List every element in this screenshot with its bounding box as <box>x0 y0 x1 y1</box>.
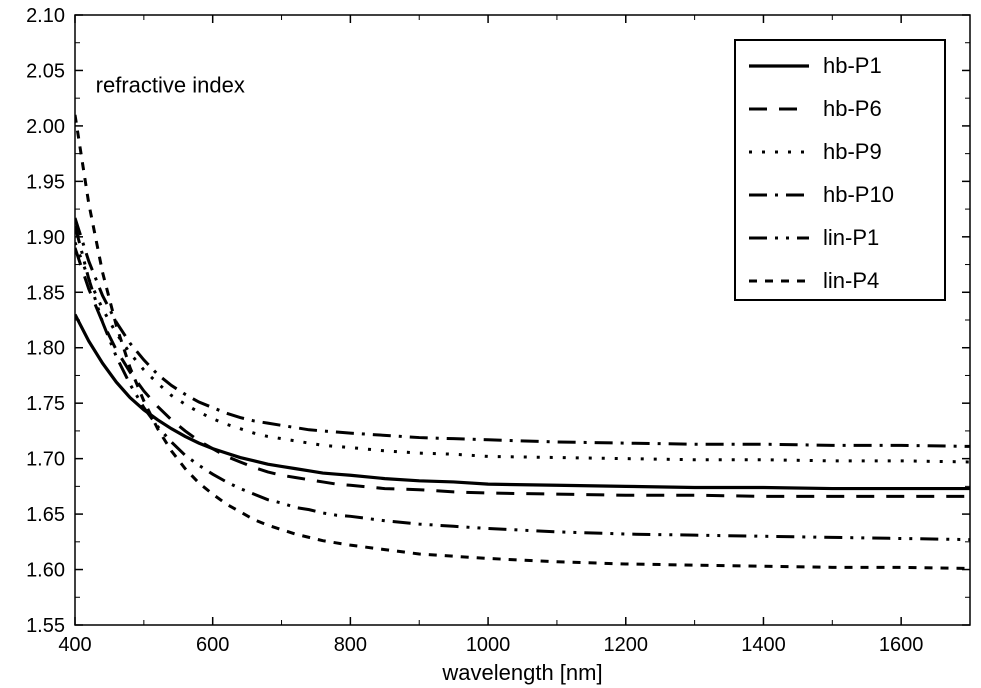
legend-label-hb-P6: hb-P6 <box>823 96 882 121</box>
legend-label-lin-P4: lin-P4 <box>823 268 879 293</box>
y-tick-label: 1.85 <box>26 282 65 304</box>
y-tick-label: 1.65 <box>26 504 65 526</box>
x-tick-label: 600 <box>196 634 229 656</box>
y-tick-label: 1.70 <box>26 449 65 471</box>
y-tick-label: 1.90 <box>26 227 65 249</box>
x-tick-label: 400 <box>58 634 91 656</box>
y-axis-label: refractive index <box>96 73 245 98</box>
y-tick-label: 2.10 <box>26 5 65 27</box>
legend-label-hb-P1: hb-P1 <box>823 53 882 78</box>
y-tick-label: 1.80 <box>26 338 65 360</box>
legend-label-hb-P10: hb-P10 <box>823 182 894 207</box>
y-tick-label: 2.00 <box>26 116 65 138</box>
x-tick-label: 1400 <box>741 634 786 656</box>
y-tick-label: 2.05 <box>26 60 65 82</box>
y-tick-label: 1.95 <box>26 171 65 193</box>
legend-label-lin-P1: lin-P1 <box>823 225 879 250</box>
x-tick-label: 800 <box>334 634 367 656</box>
legend-label-hb-P9: hb-P9 <box>823 139 882 164</box>
x-tick-label: 1000 <box>466 634 511 656</box>
x-tick-label: 1200 <box>604 634 649 656</box>
y-tick-label: 1.60 <box>26 560 65 582</box>
refractive-index-chart: 400 600 800 1000 1200 1400 1600 1.55 1.60 1.65 1.7… <box>0 0 981 688</box>
y-tick-label: 1.75 <box>26 393 65 415</box>
x-axis-label: wavelength [nm] <box>441 660 602 685</box>
y-tick-label: 1.55 <box>26 615 65 637</box>
x-tick-label: 1600 <box>879 634 924 656</box>
